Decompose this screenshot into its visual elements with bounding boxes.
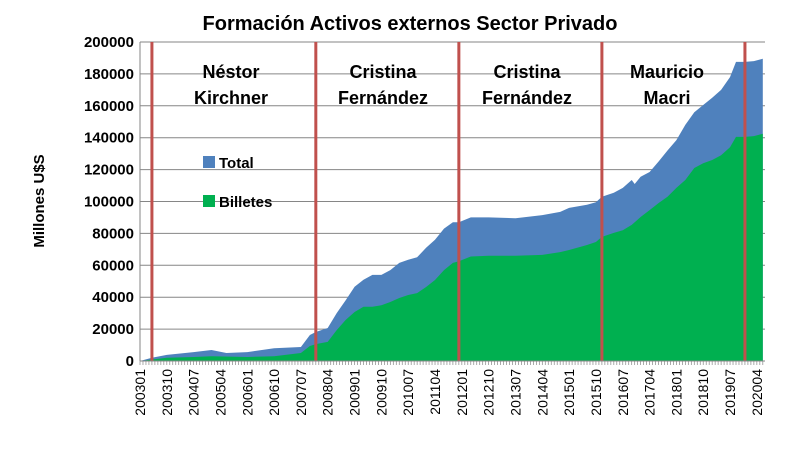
legend-swatch-total	[203, 156, 215, 168]
annotation-nestor-line2: Kirchner	[194, 88, 268, 108]
x-tick-label: 200504	[212, 369, 228, 416]
y-tick-label: 140000	[84, 130, 134, 147]
legend-label-total: Total	[219, 155, 254, 172]
x-tick-label: 201907	[722, 369, 738, 416]
x-tick-label: 201501	[561, 369, 577, 416]
annotation-cristina1-line2: Fernández	[338, 88, 428, 108]
annotation-cristina2-line2: Fernández	[482, 88, 572, 108]
legend-label-billetes: Billetes	[219, 194, 272, 211]
y-axis-label: Millones U$S	[31, 154, 48, 247]
annotation-nestor-line1: Néstor	[202, 62, 259, 82]
y-tick-label: 80000	[92, 225, 134, 242]
x-tick-label: 202004	[749, 369, 765, 416]
y-tick-label: 40000	[92, 289, 134, 306]
x-tick-label: 201404	[534, 369, 550, 416]
x-tick-label: 200901	[347, 369, 363, 416]
y-tick-label: 200000	[84, 34, 134, 51]
y-tick-label: 60000	[92, 257, 134, 274]
y-tick-label: 160000	[84, 98, 134, 115]
x-tick-label: 201201	[454, 369, 470, 416]
annotation-cristina2-line1: Cristina	[493, 62, 561, 82]
x-tick-label: 201607	[615, 369, 631, 416]
y-tick-label: 100000	[84, 194, 134, 211]
y-tick-label: 20000	[92, 321, 134, 338]
annotation-macri-line2: Macri	[643, 88, 690, 108]
x-tick-label: 200804	[320, 369, 336, 416]
y-tick-label: 120000	[84, 162, 134, 179]
x-tick-label: 201104	[427, 369, 443, 415]
annotation-macri-line1: Mauricio	[630, 62, 704, 82]
x-tick-label: 201510	[588, 369, 604, 416]
annotation-cristina1-line1: Cristina	[349, 62, 417, 82]
x-tick-label: 201801	[668, 369, 684, 416]
x-tick-label: 200407	[186, 369, 202, 416]
x-tick-label: 200310	[159, 369, 175, 416]
x-tick-label: 201007	[400, 369, 416, 416]
legend: Total Billetes	[203, 155, 272, 211]
area-billetes	[140, 133, 763, 361]
x-tick-label: 200610	[266, 369, 282, 416]
legend-swatch-billetes	[203, 195, 215, 207]
x-tick-label: 200910	[373, 369, 389, 416]
x-tick-label: 201810	[695, 369, 711, 416]
x-tick-label: 200301	[132, 369, 148, 416]
chart-title: Formación Activos externos Sector Privad…	[203, 13, 618, 35]
x-tick-label: 201210	[481, 369, 497, 416]
x-tick-label: 201307	[507, 369, 523, 416]
x-tick-label: 201704	[642, 369, 658, 416]
x-tick-label: 200707	[293, 369, 309, 416]
y-tick-label: 0	[126, 353, 134, 370]
x-tick-label: 200601	[239, 369, 255, 416]
y-tick-label: 180000	[84, 66, 134, 83]
